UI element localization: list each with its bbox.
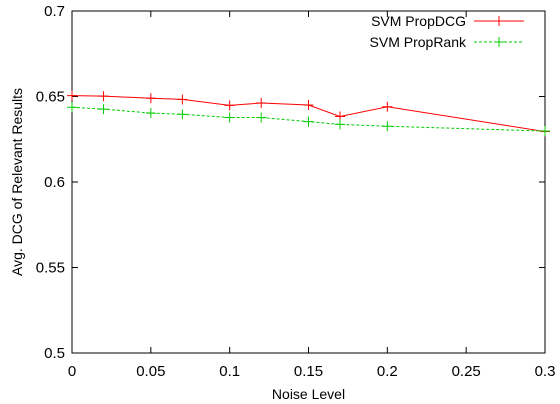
svm-propdcg-point [177,94,188,105]
svm-propdcg-point [382,101,393,112]
x-tick-label: 0.05 [136,363,165,380]
legend-marker-svm-propdcg [494,16,504,26]
svm-proprank-point [177,109,188,120]
x-tick-label: 0.25 [452,363,481,380]
legend-label-svm-propdcg: SVM PropDCG [371,13,466,29]
svm-propdcg-point [67,90,77,101]
legend-symbols [474,16,524,47]
svm-proprank-point [382,121,393,132]
svm-proprank-line [71,106,546,132]
svm-proprank-point [67,102,77,113]
svm-proprank-point [256,112,267,123]
svm-propdcg-point [303,100,314,111]
y-tick-label: 0.7 [44,3,65,20]
x-tick-label: 0.3 [535,363,556,380]
series-layer [67,90,550,137]
y-tick-label: 0.65 [36,89,65,106]
svm-proprank-point [98,104,109,115]
svm-propdcg-point [224,100,235,111]
svm-proprank-point [335,119,346,130]
x-tick-label: 0.1 [219,363,240,380]
svm-proprank-point [540,126,550,137]
plot-frame [71,10,546,354]
svm-proprank-point [145,108,156,119]
legend: SVM PropDCG SVM PropRank [370,13,524,50]
x-axis-label: Noise Level [272,386,345,402]
x-tick-label: 0 [68,363,76,380]
svm-propdcg-point [98,91,109,102]
x-tick-label: 0.2 [377,363,398,380]
legend-label-svm-proprank: SVM PropRank [370,34,467,50]
svm-propdcg-point [256,97,267,108]
svm-proprank-point [303,116,314,127]
y-tick-label: 0.5 [44,345,65,362]
svm-propdcg-line [71,95,546,133]
svm-proprank-point [224,112,235,123]
x-tick-label: 0.15 [294,363,323,380]
y-tick-label: 0.55 [36,260,65,277]
y-axis-label: Avg. DCG of Relevant Results [9,88,25,276]
axis-ticks: 0 0.05 0.1 0.15 0.2 0.25 0.3 0.5 0.55 0.6 0.65 0.7 [36,3,556,380]
y-tick-label: 0.6 [44,174,65,191]
legend-marker-svm-proprank [494,37,504,47]
svm-propdcg-point [145,93,156,104]
